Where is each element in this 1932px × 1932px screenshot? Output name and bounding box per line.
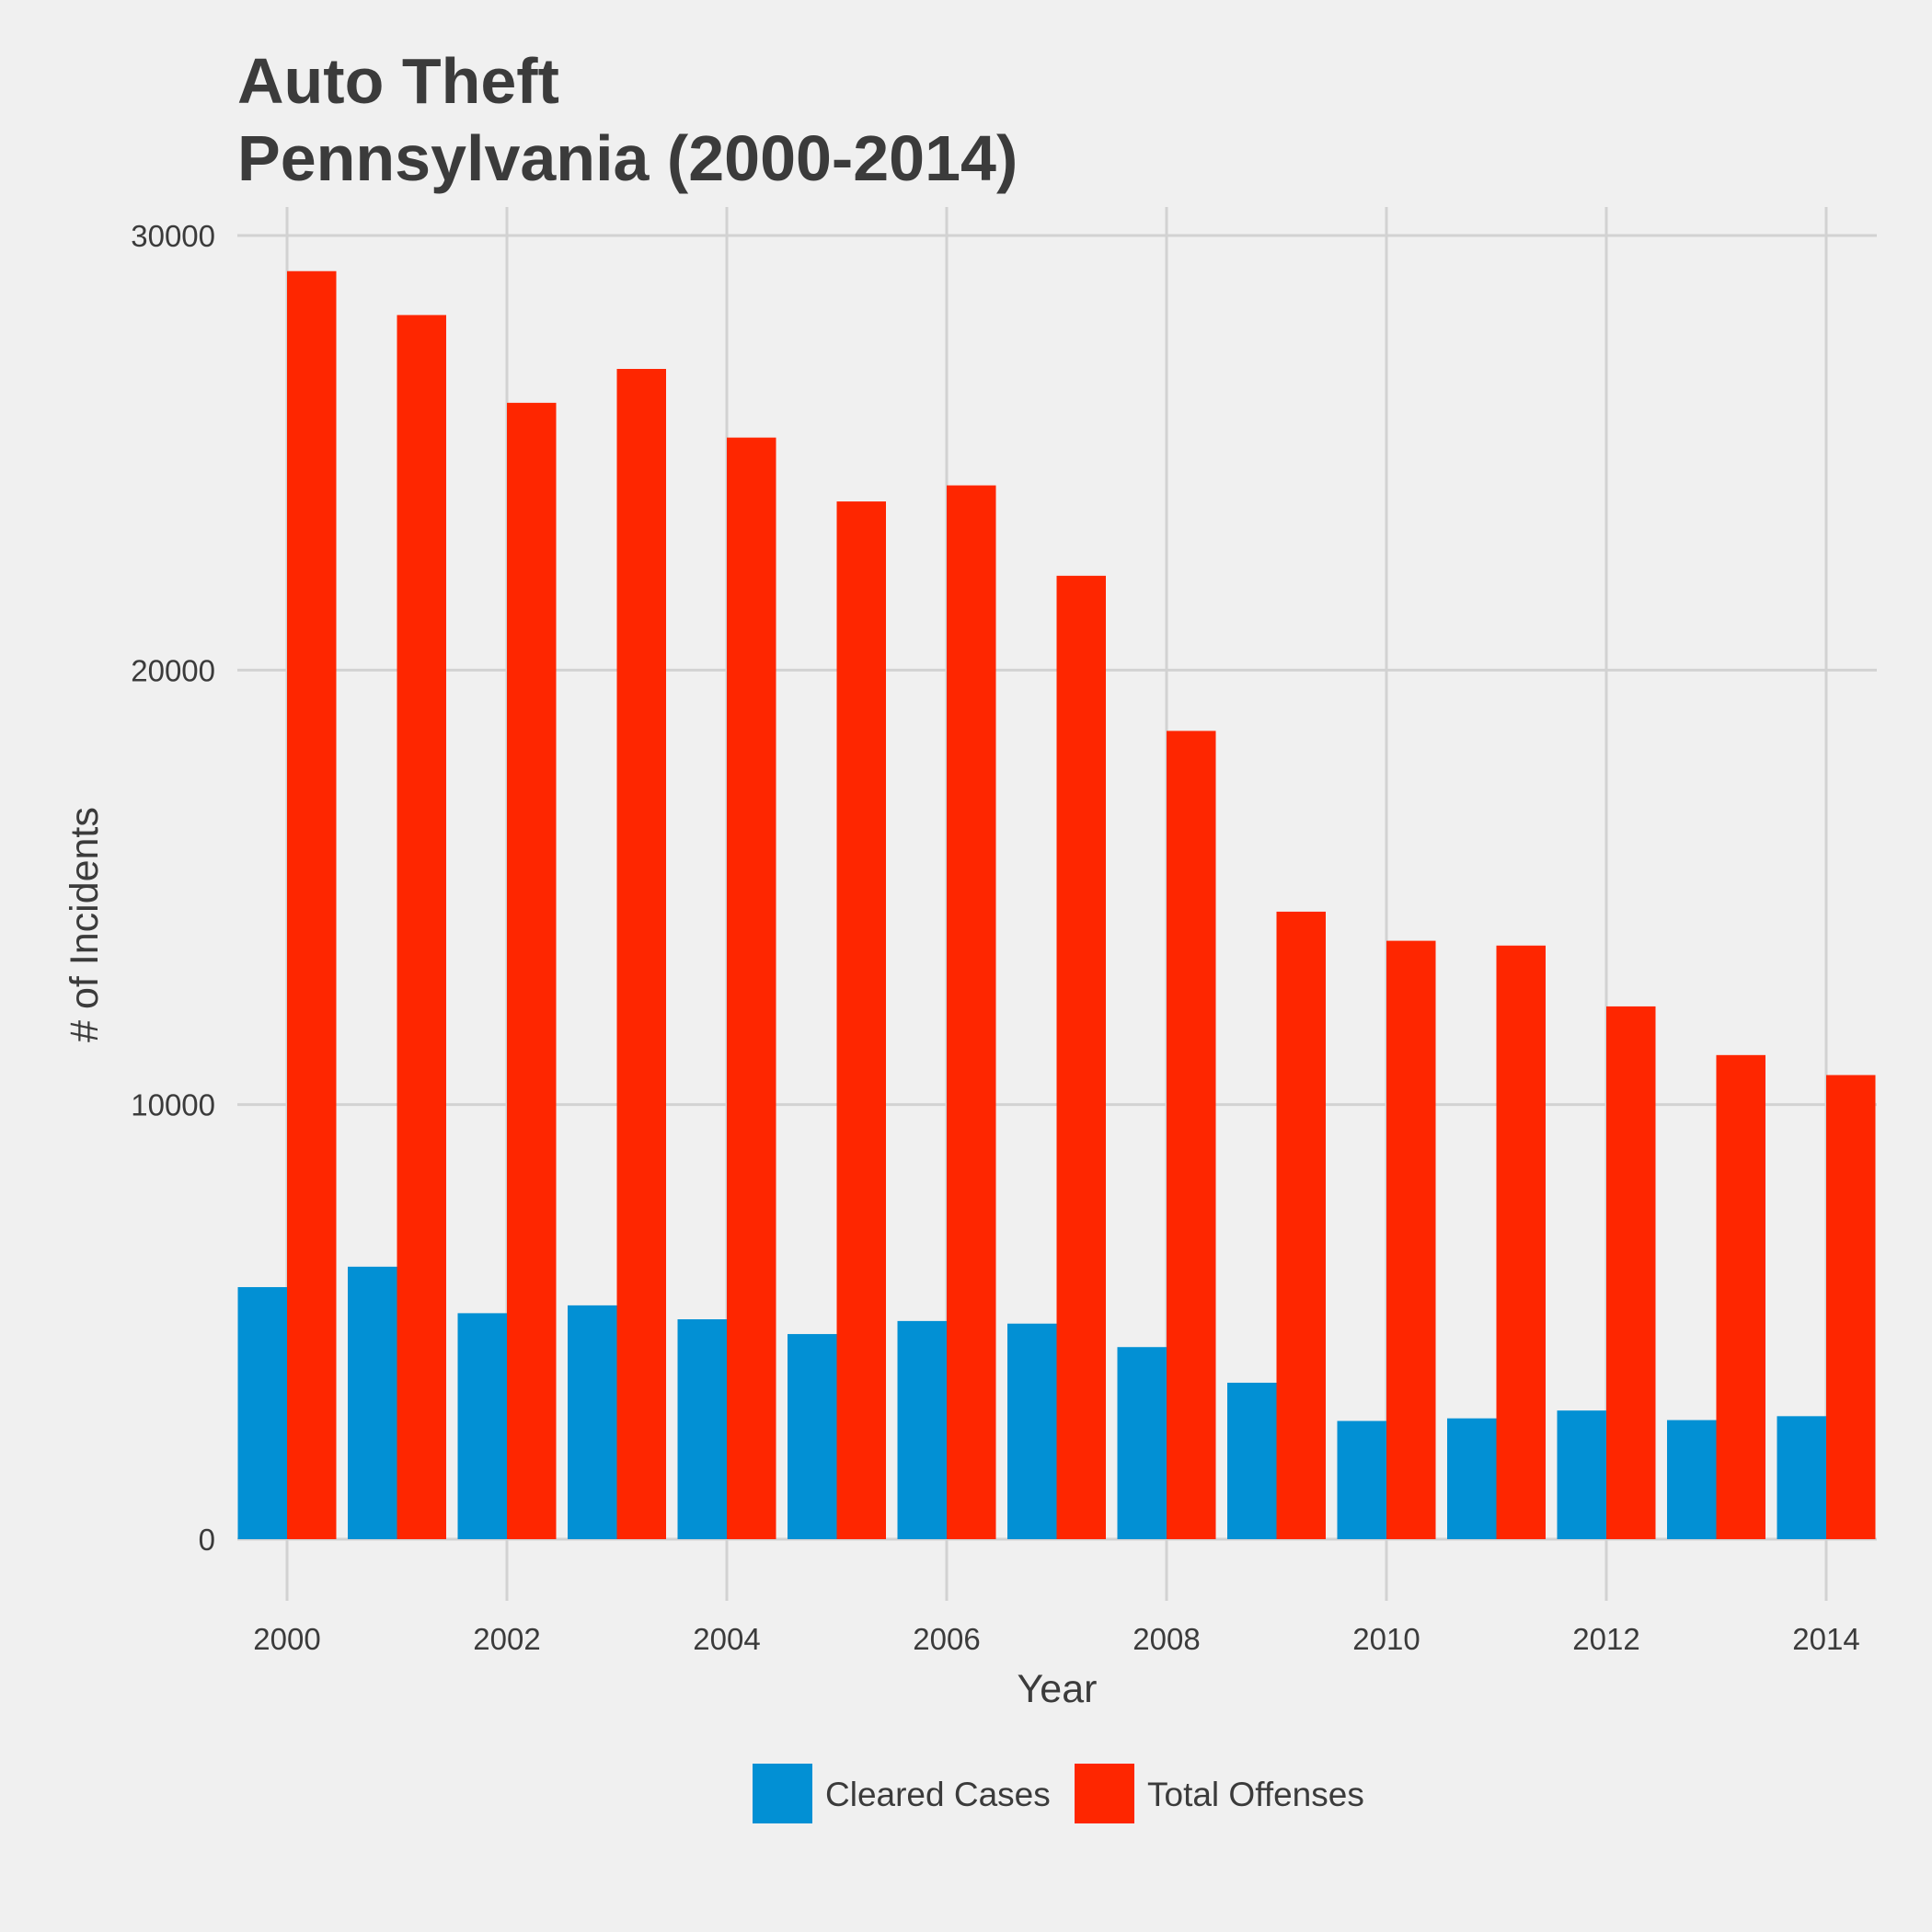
legend: Cleared Cases Total Offenses (753, 1764, 1364, 1823)
bar-total-offenses-2001 (397, 315, 446, 1539)
x-axis-title: Year (1018, 1667, 1098, 1711)
chart-title-line1: Auto Theft (237, 45, 559, 117)
legend-key-total-offenses (1075, 1764, 1134, 1823)
bar-cleared-cases-2014 (1777, 1416, 1826, 1539)
bar-cleared-cases-2000 (237, 1287, 287, 1539)
bar-cleared-cases-2007 (1007, 1323, 1057, 1539)
bar-cleared-cases-2005 (788, 1334, 837, 1539)
bar-total-offenses-2007 (1056, 575, 1106, 1540)
bar-total-offenses-2002 (507, 402, 557, 1539)
bar-total-offenses-2011 (1496, 945, 1546, 1539)
bars (237, 270, 1876, 1540)
bar-total-offenses-2014 (1826, 1075, 1876, 1539)
bar-cleared-cases-2008 (1117, 1347, 1167, 1539)
bar-cleared-cases-2004 (677, 1318, 727, 1539)
x-tick-label: 2006 (913, 1622, 980, 1656)
x-tick-label: 2012 (1572, 1622, 1639, 1656)
legend-label-total-offenses: Total Offenses (1147, 1776, 1364, 1813)
y-tick-label: 30000 (131, 219, 215, 253)
bar-cleared-cases-2001 (348, 1266, 397, 1539)
x-tick-label: 2010 (1352, 1622, 1420, 1656)
bar-cleared-cases-2006 (897, 1320, 947, 1539)
bar-cleared-cases-2011 (1447, 1418, 1497, 1539)
bar-total-offenses-2012 (1606, 1006, 1656, 1539)
bar-total-offenses-2005 (836, 501, 886, 1539)
bar-total-offenses-2008 (1167, 730, 1216, 1539)
legend-key-cleared-cases (753, 1764, 812, 1823)
y-axis-ticks: 0 10000 20000 30000 (131, 219, 215, 1557)
x-axis-ticks: 2000 2002 2004 2006 2008 2010 2012 2014 (253, 1622, 1859, 1656)
bar-total-offenses-2010 (1386, 940, 1436, 1539)
x-tick-label: 2014 (1792, 1622, 1859, 1656)
bar-total-offenses-2013 (1716, 1054, 1765, 1539)
chart-title-line2: Pennsylvania (2000-2014) (237, 122, 1018, 194)
bar-cleared-cases-2002 (457, 1313, 507, 1539)
bar-total-offenses-2009 (1276, 911, 1326, 1539)
x-tick-label: 2002 (473, 1622, 540, 1656)
x-tick-label: 2004 (693, 1622, 760, 1656)
bar-cleared-cases-2010 (1337, 1420, 1386, 1539)
bar-total-offenses-2000 (287, 270, 337, 1539)
bar-total-offenses-2006 (947, 485, 996, 1539)
x-tick-label: 2000 (253, 1622, 320, 1656)
bar-cleared-cases-2013 (1667, 1420, 1717, 1539)
bar-cleared-cases-2003 (568, 1305, 617, 1539)
bar-cleared-cases-2012 (1557, 1410, 1606, 1539)
bar-total-offenses-2003 (616, 369, 666, 1539)
legend-label-cleared-cases: Cleared Cases (825, 1776, 1051, 1813)
y-tick-label: 0 (199, 1523, 215, 1557)
bar-total-offenses-2004 (727, 437, 776, 1539)
bar-cleared-cases-2009 (1227, 1382, 1277, 1539)
y-tick-label: 20000 (131, 653, 215, 687)
y-axis-title: # of Incidents (63, 807, 107, 1042)
x-tick-label: 2008 (1133, 1622, 1200, 1656)
y-tick-label: 10000 (131, 1088, 215, 1122)
